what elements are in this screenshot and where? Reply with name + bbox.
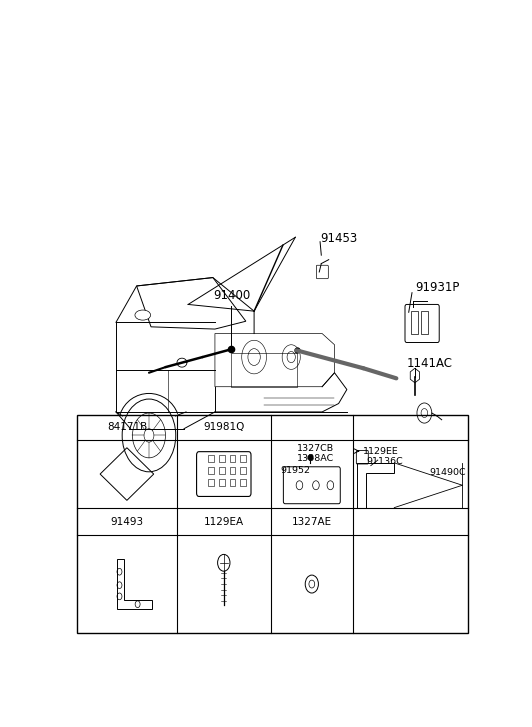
Text: 91453: 91453 (320, 232, 358, 245)
Bar (230, 479, 235, 486)
Text: 91493: 91493 (110, 517, 144, 526)
Bar (240, 467, 246, 474)
Text: 1129EA: 1129EA (204, 517, 244, 526)
Text: 1129EE: 1129EE (363, 446, 399, 456)
Text: 91490C: 91490C (430, 468, 467, 477)
Bar (421, 311, 428, 334)
Text: 1338AC: 1338AC (297, 454, 335, 463)
Bar (208, 467, 214, 474)
Bar (219, 454, 225, 462)
Bar (219, 467, 225, 474)
Text: 91952: 91952 (280, 466, 310, 475)
Bar (208, 454, 214, 462)
Text: 91400: 91400 (213, 289, 250, 302)
Bar (231, 353, 297, 387)
Bar (411, 311, 418, 334)
Text: 1327CB: 1327CB (297, 444, 335, 454)
Bar (77, 414, 469, 633)
Text: 91136C: 91136C (367, 457, 403, 466)
Ellipse shape (135, 310, 151, 320)
Bar (208, 479, 214, 486)
Text: 1327AE: 1327AE (292, 517, 332, 526)
Text: 91981Q: 91981Q (203, 422, 245, 433)
Text: 91931P: 91931P (415, 281, 459, 294)
Bar (240, 479, 246, 486)
Bar (219, 479, 225, 486)
Text: 1141AC: 1141AC (406, 357, 453, 370)
Bar (230, 454, 235, 462)
Text: 84171B: 84171B (107, 422, 147, 433)
Bar (240, 454, 246, 462)
Bar (230, 467, 235, 474)
